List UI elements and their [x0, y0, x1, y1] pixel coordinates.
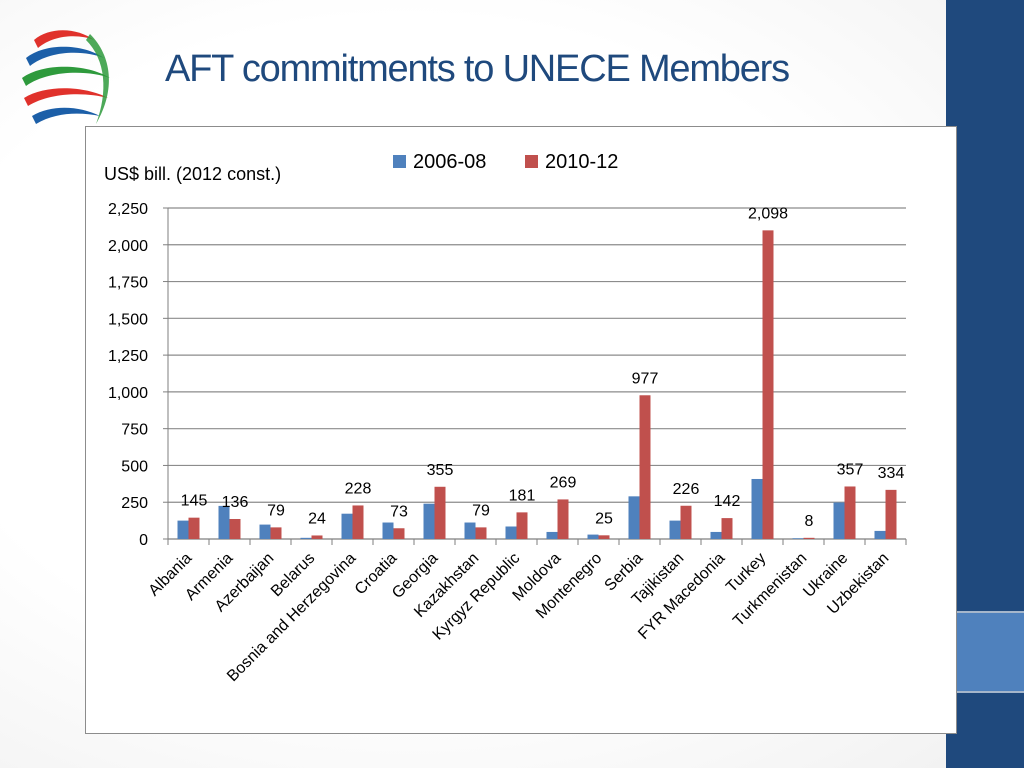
bar-2010-12: [762, 230, 774, 539]
bar-2006-08: [341, 513, 353, 539]
y-tick-label: 750: [121, 422, 148, 439]
data-label: 977: [632, 370, 659, 387]
bar-2010-12: [188, 517, 200, 539]
data-label: 355: [427, 462, 454, 479]
bar-2010-12: [229, 518, 241, 539]
bar-2006-08: [751, 478, 763, 539]
bar-2010-12: [352, 505, 364, 539]
bar-2006-08: [382, 522, 394, 539]
y-tick-label: 1,250: [108, 348, 148, 365]
data-label: 2,098: [748, 205, 788, 222]
y-tick-label: 1,750: [108, 275, 148, 292]
bar-2010-12: [721, 518, 733, 539]
right-decor-accent: [946, 613, 1024, 691]
bar-2006-08: [710, 531, 722, 539]
data-label: 79: [267, 502, 285, 519]
bar-2006-08: [259, 524, 271, 539]
y-tick-label: 2,250: [108, 201, 148, 218]
bar-2010-12: [639, 395, 651, 539]
bar-2006-08: [300, 537, 312, 539]
right-decor-divider: [946, 691, 1024, 693]
data-label: 24: [308, 510, 326, 527]
bar-2006-08: [669, 520, 681, 539]
bar-2006-08: [833, 502, 845, 539]
bar-2010-12: [803, 537, 815, 539]
bar-2006-08: [505, 526, 517, 539]
data-label: 136: [222, 494, 249, 511]
y-tick-label: 1,000: [108, 385, 148, 402]
data-label: 79: [472, 502, 490, 519]
data-label: 8: [805, 513, 814, 530]
bar-2006-08: [874, 530, 886, 539]
bar-2010-12: [516, 512, 528, 539]
legend-label: 2010-12: [545, 151, 618, 173]
data-label: 145: [181, 493, 208, 510]
bar-2010-12: [680, 505, 692, 539]
bar-2010-12: [393, 528, 405, 539]
bar-2006-08: [587, 534, 599, 539]
bar-2010-12: [270, 527, 282, 539]
y-tick-label: 500: [121, 458, 148, 475]
y-tick-label: 250: [121, 495, 148, 512]
bar-2010-12: [598, 535, 610, 539]
data-label: 226: [673, 481, 700, 498]
data-label: 334: [878, 465, 905, 482]
x-category-label: Turkmenistan: [730, 550, 810, 630]
y-tick-label: 1,500: [108, 311, 148, 328]
legend-swatch: [525, 155, 538, 168]
bar-2010-12: [844, 486, 856, 539]
data-label: 142: [714, 493, 741, 510]
chart-frame: [85, 126, 957, 734]
bar-2006-08: [628, 496, 640, 539]
bar-2006-08: [423, 503, 435, 539]
bar-2006-08: [464, 522, 476, 539]
data-label: 181: [509, 487, 536, 504]
slide-title: AFT commitments to UNECE Members: [165, 48, 790, 90]
y-tick-label: 2,000: [108, 238, 148, 255]
bar-2010-12: [475, 527, 487, 539]
wto-logo-icon: [22, 30, 110, 124]
bar-2010-12: [434, 486, 446, 539]
data-label: 269: [550, 474, 577, 491]
data-label: 357: [837, 461, 864, 478]
legend-label: 2006-08: [413, 151, 486, 173]
data-label: 228: [345, 480, 372, 497]
legend-swatch: [393, 155, 406, 168]
data-label: 25: [595, 510, 613, 527]
bar-2010-12: [557, 499, 569, 539]
bar-2006-08: [177, 520, 189, 539]
right-decor-divider: [946, 611, 1024, 613]
data-label: 73: [390, 503, 408, 520]
y-tick-label: 0: [139, 532, 148, 549]
bar-2010-12: [885, 489, 897, 539]
bar-2010-12: [311, 535, 323, 539]
bar-2006-08: [218, 505, 230, 539]
y-axis-label: US$ bill. (2012 const.): [104, 164, 281, 184]
bar-2006-08: [792, 538, 804, 539]
bar-2006-08: [546, 531, 558, 539]
